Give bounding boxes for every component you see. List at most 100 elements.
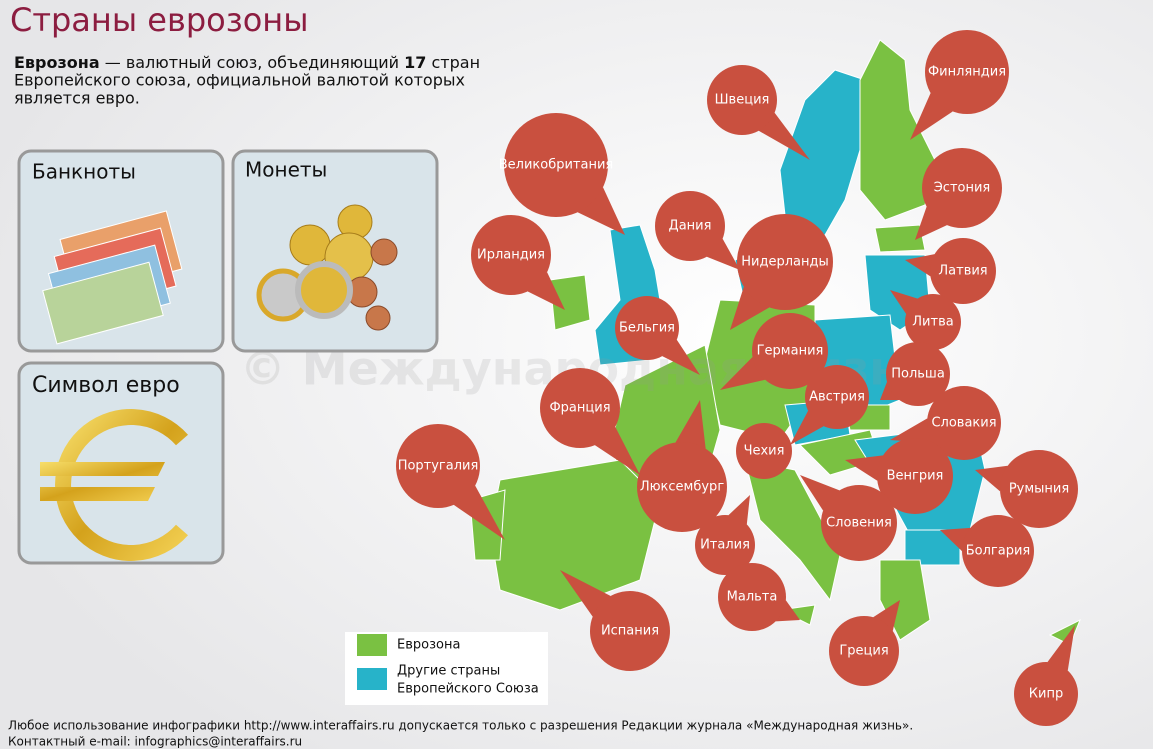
bubble	[637, 442, 727, 532]
country-bubble: Греция	[829, 600, 900, 686]
footer-text: Любое использование инфографики http://w…	[8, 719, 913, 733]
country-label: Греция	[839, 644, 888, 659]
intro-count: 17	[404, 53, 426, 72]
bubble	[821, 485, 897, 561]
bubble-pointer	[453, 485, 505, 540]
intro-text: стран	[426, 53, 480, 72]
panel-banknotes: Банкноты	[17, 149, 225, 353]
country-bubble: Швеция	[707, 65, 810, 160]
bubble	[905, 294, 961, 350]
country-label: Эстония	[934, 181, 991, 196]
bubble-pointer	[845, 455, 884, 481]
title: Страны еврозоны	[10, 1, 308, 39]
bubble-pointer	[720, 356, 766, 390]
country-label: Болгария	[966, 544, 1031, 559]
bubble	[1014, 662, 1078, 726]
country-label: Великобритания	[499, 158, 614, 173]
bubble	[707, 65, 777, 135]
country-label: Польша	[891, 367, 945, 382]
bubble	[540, 368, 620, 448]
panel-symbol: Символ евро	[17, 361, 225, 565]
legend-label: Другие страны	[397, 664, 500, 679]
country-bubble: Франция	[540, 368, 640, 475]
country-bubble: Болгария	[940, 515, 1034, 587]
country-bubble: Словакия	[890, 386, 1001, 460]
bubble-pointer	[560, 570, 611, 617]
country-label: Латвия	[938, 264, 987, 279]
bubble-pointer	[890, 418, 933, 444]
country-bubble: Эстония	[915, 148, 1002, 240]
country-bubble: Финляндия	[910, 30, 1009, 140]
country-label: Венгрия	[887, 469, 944, 484]
bubble	[615, 296, 679, 360]
bubble	[655, 191, 725, 261]
bubble-pointer	[577, 187, 625, 235]
bubble-pointer	[775, 600, 800, 622]
bubble-pointer	[873, 600, 900, 632]
panel-title: Банкноты	[32, 160, 136, 184]
country-label: Австрия	[809, 390, 865, 405]
country-bubble: Великобритания	[499, 113, 625, 235]
bubble	[504, 113, 608, 217]
bubble	[752, 313, 828, 389]
country-label: Чехия	[744, 444, 785, 459]
country-bubble: Чехия	[736, 423, 792, 479]
intro-line: Европейского союза, официальной валютой …	[14, 71, 465, 90]
bubble	[590, 591, 670, 671]
bubble-pointer	[706, 238, 740, 270]
bubble-pointer	[890, 290, 918, 314]
country-label: Бельгия	[619, 321, 675, 336]
country-label: Кипр	[1029, 687, 1063, 702]
bubble	[829, 616, 899, 686]
bubble-pointer	[975, 465, 1008, 492]
country-bubble: Литва	[890, 290, 961, 350]
country-bubble: Кипр	[1014, 625, 1078, 726]
country-bubble: Бельгия	[615, 296, 700, 375]
bubble	[737, 214, 833, 310]
country-label: Италия	[700, 538, 750, 553]
country-bubble: Нидерланды	[730, 214, 833, 330]
country-label: Финляндия	[928, 65, 1006, 80]
bubble	[925, 30, 1009, 114]
country-bubble: Германия	[720, 313, 828, 390]
bubble-pointer	[594, 426, 640, 475]
country-label: Испания	[601, 624, 659, 639]
panel-title: Символ евро	[32, 373, 180, 398]
intro-line: Еврозона — валютный союз, объединяющий 1…	[14, 53, 480, 72]
country-label: Литва	[912, 315, 953, 330]
country-label: Франция	[549, 401, 610, 416]
bubble-pointer	[905, 254, 935, 277]
bubble	[736, 423, 792, 479]
country-bubble: Австрия	[790, 365, 869, 445]
bubble-pointer	[1047, 625, 1075, 671]
country-label: Нидерланды	[741, 255, 829, 270]
country-label: Словакия	[931, 416, 996, 431]
bubble-pointer	[915, 206, 947, 240]
legend-label: Еврозона	[397, 638, 460, 653]
bubble-pointer	[758, 112, 810, 160]
panel-coins: Монеты	[231, 149, 439, 353]
country-label: Дания	[669, 219, 712, 234]
bubble	[927, 386, 1001, 460]
bubble	[877, 438, 953, 514]
country-label: Румыния	[1009, 482, 1069, 497]
bubble	[886, 342, 950, 406]
country-bubble: Мальта	[718, 563, 800, 631]
legend: Еврозона Другие страны Европейского Союз…	[345, 632, 548, 705]
bubble	[471, 215, 551, 295]
bubble	[718, 563, 786, 631]
country-label: Люксембург	[640, 480, 724, 495]
country-bubble: Венгрия	[845, 438, 953, 514]
bubble	[805, 365, 869, 429]
country-label: Ирландия	[477, 248, 545, 263]
bubble-pointer	[675, 400, 706, 449]
country-bubble: Польша	[880, 342, 950, 406]
country-label: Германия	[757, 344, 824, 359]
country-label: Португалия	[398, 459, 479, 474]
country-label: Швеция	[715, 93, 770, 108]
country-bubble: Латвия	[905, 238, 996, 304]
bubble	[1000, 450, 1078, 528]
country-bubble: Испания	[560, 570, 670, 671]
country-bubbles: Финляндия Швеция Великобритания Дания Ирланд…	[396, 30, 1078, 726]
